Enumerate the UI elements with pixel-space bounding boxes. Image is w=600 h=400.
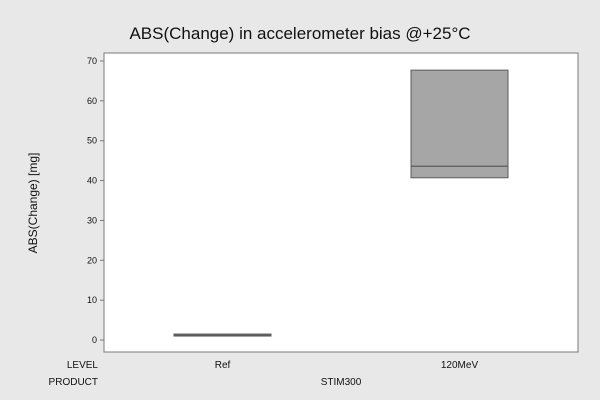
x-axis-labels: LEVEL Ref 120MeV PRODUCT STIM300 xyxy=(49,360,479,388)
chart-title: ABS(Change) in accelerometer bias @+25°C xyxy=(129,24,470,43)
y-tick-label: 20 xyxy=(87,255,97,265)
x-category-label: Ref xyxy=(215,360,231,371)
y-tick-label: 30 xyxy=(87,215,97,225)
box-120mev xyxy=(410,69,509,179)
y-tick-label: 70 xyxy=(87,56,97,66)
y-tick-label: 60 xyxy=(87,96,97,106)
y-axis-label: ABS(Change) [mg] xyxy=(26,153,40,254)
box-iqr xyxy=(410,69,509,179)
y-tick-label: 10 xyxy=(87,295,97,305)
y-tick-label: 0 xyxy=(92,335,97,345)
y-axis-ticks: 0 10 20 30 40 50 60 70 xyxy=(87,56,104,345)
boxes xyxy=(173,69,509,337)
x-group-name: PRODUCT xyxy=(49,377,98,388)
x-group-value: STIM300 xyxy=(321,377,362,388)
box-ref xyxy=(173,333,272,337)
y-tick-label: 50 xyxy=(87,136,97,146)
y-tick-label: 40 xyxy=(87,176,97,186)
x-group-name: LEVEL xyxy=(67,360,99,371)
x-category-label: 120MeV xyxy=(441,360,479,371)
